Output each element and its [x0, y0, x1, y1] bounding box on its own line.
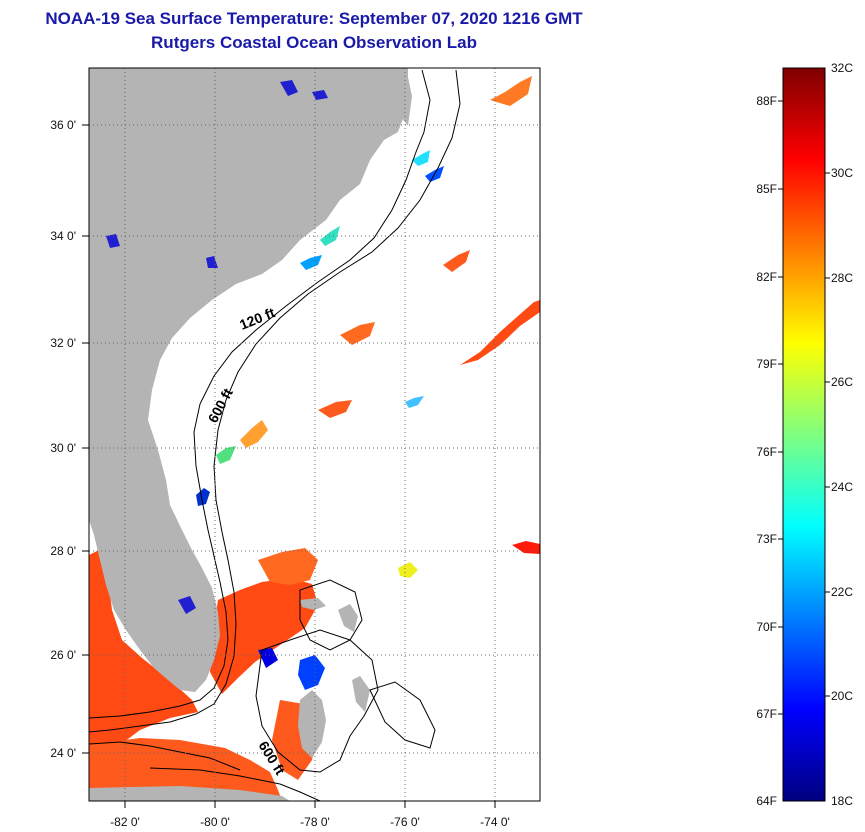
lake-b [312, 90, 328, 100]
lat-tick-label: 36 0' [50, 118, 76, 132]
sst-patch-straits [210, 578, 318, 694]
bathymetry-contours [89, 69, 461, 801]
land-outer-banks [392, 68, 412, 126]
sst-patch-coastal-cool-b [405, 396, 424, 408]
lat-tick-label: 32 0' [50, 336, 76, 350]
map-title: NOAA-19 Sea Surface Temperature: Septemb… [45, 9, 583, 28]
sst-patch-offshore-31 [318, 400, 352, 418]
land-cuba [89, 786, 290, 801]
sst-patch-mid-b [443, 250, 470, 272]
lat-tick-label: 28 0' [50, 544, 76, 558]
sst-patch-coastal-cool-c [298, 655, 325, 690]
sst-patch-gulfstream-30 [240, 420, 268, 448]
land-southeast-us [89, 68, 408, 692]
lon-tick-label: -80 0' [200, 815, 230, 829]
land-abaco [338, 604, 358, 632]
sst-patch-florida-east-blue [196, 488, 210, 506]
map-subtitle: Rutgers Coastal Ocean Observation Lab [151, 33, 477, 52]
land-grand-bahama [300, 598, 326, 610]
lon-tick-label: -76 0' [390, 815, 420, 829]
sst-patch-yellow-a [398, 562, 418, 578]
lat-tick-label: 26 0' [50, 648, 76, 662]
sst-patch-northeast [490, 76, 532, 106]
lon-tick-label: -74 0' [480, 815, 510, 829]
sst-patch-mid-a [340, 322, 375, 345]
contour-600ft [89, 69, 461, 733]
lake-okeechobee [178, 596, 196, 614]
inland-lakes [106, 80, 328, 614]
contour-bahamas-a [255, 629, 379, 773]
contour-bahamas-c [369, 681, 436, 749]
lake-c [106, 234, 120, 248]
sst-patch-bahamas [258, 548, 318, 585]
lat-tick-label: 24 0' [50, 746, 76, 760]
land-eleuthera [352, 676, 370, 712]
map-ticks [82, 124, 496, 808]
lon-tick-label: -78 0' [300, 815, 330, 829]
lake-a [280, 80, 298, 96]
lon-tick-label: -82 0' [110, 815, 140, 829]
sst-patch-coastal-cool-d [258, 648, 278, 668]
contour-cuba-shelf [149, 767, 321, 801]
lat-tick-label: 34 0' [50, 229, 76, 243]
contour-bahamas-b [299, 579, 363, 651]
land-layer [89, 68, 412, 801]
lat-tick-label: 30 0' [50, 441, 76, 455]
sst-patch-east-band [460, 300, 540, 365]
sst-patch-carolina-cyan [412, 150, 430, 166]
sst-patch-georgia-cyan [216, 446, 236, 464]
contour-120ft [89, 69, 431, 719]
sst-patch-coastal-cool-a [300, 255, 322, 270]
land-andros [298, 690, 326, 758]
